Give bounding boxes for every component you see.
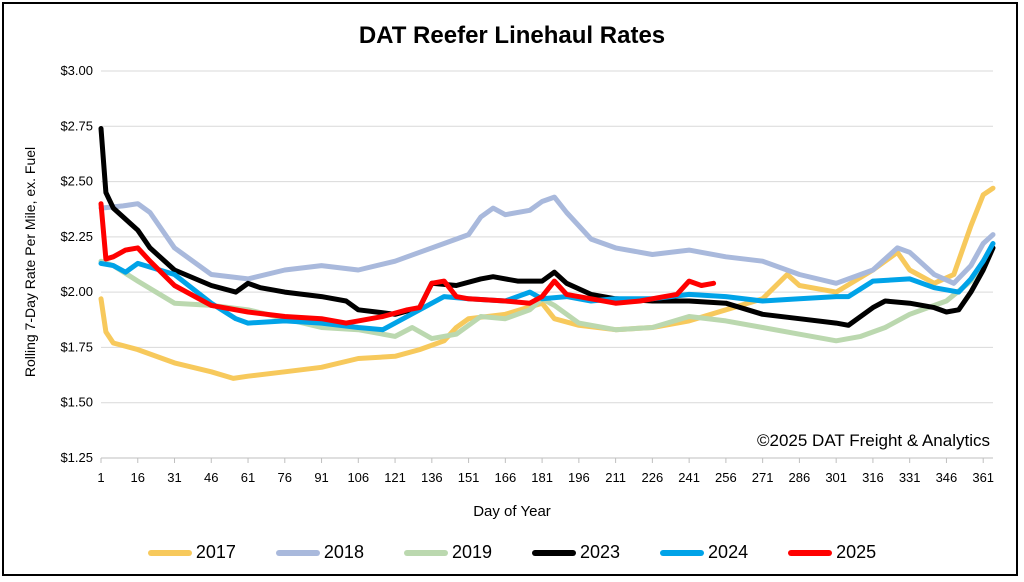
legend-item-2018: 2018: [275, 542, 364, 563]
legend-label: 2017: [195, 542, 236, 562]
series-line-2018: [98, 194, 996, 286]
copyright-annotation: ©2025 DAT Freight & Analytics: [756, 431, 990, 450]
x-tick-label: 301: [825, 470, 847, 485]
x-axis-label: Day of Year: [473, 503, 551, 520]
x-tick-label: 361: [972, 470, 994, 485]
x-tick-label: 256: [715, 470, 737, 485]
legend-swatch: [147, 549, 192, 556]
x-tick-label: 136: [421, 470, 443, 485]
legend-swatch: [275, 549, 320, 556]
legend-item-2024: 2024: [660, 542, 748, 563]
legend-item-2023: 2023: [532, 542, 620, 563]
x-tick-label: 31: [167, 470, 181, 485]
x-tick-label: 76: [278, 470, 292, 485]
legend: 2017 2018 2019 2023 2024 2025: [0, 542, 1024, 563]
x-tick-label: 1: [97, 470, 104, 485]
x-tick-label: 346: [936, 470, 958, 485]
series-line-2023: [98, 126, 996, 328]
chart-title: DAT Reefer Linehaul Rates: [358, 22, 666, 49]
x-tick-label: 121: [384, 470, 406, 485]
x-tick-label: 16: [131, 470, 145, 485]
series-line-2024: [98, 241, 996, 333]
x-tick-label: 271: [752, 470, 774, 485]
x-tick-label: 61: [241, 470, 255, 485]
x-tick-label: 211: [605, 470, 626, 485]
x-tick-label: 241: [678, 470, 700, 485]
y-tick-label: $1.50: [60, 395, 93, 410]
y-tick-label: $2.25: [60, 229, 93, 244]
y-tick-label: $1.75: [60, 339, 93, 354]
x-tick-label: 151: [458, 470, 480, 485]
x-tick-label: 226: [642, 470, 664, 485]
legend-item-2025: 2025: [788, 542, 876, 563]
y-tick-label: $1.25: [60, 450, 93, 465]
x-tick-label: 181: [531, 470, 553, 485]
legend-label: 2025: [836, 542, 877, 562]
legend-swatch: [403, 549, 448, 556]
chart-frame: [2, 2, 1018, 576]
x-tick-label: 196: [568, 470, 590, 485]
x-tick-label: 316: [862, 470, 884, 485]
legend-swatch: [660, 549, 705, 556]
x-tick-label: 331: [899, 470, 921, 485]
x-tick-label: 286: [789, 470, 811, 485]
legend-label: 2024: [708, 542, 749, 562]
series-line-2017: [98, 185, 996, 381]
y-tick-label: $2.00: [60, 284, 93, 299]
y-tick-label: $3.00: [60, 63, 93, 78]
legend-item-2017: 2017: [147, 542, 236, 563]
legend-label: 2019: [451, 542, 492, 562]
x-tick-label: 91: [314, 470, 328, 485]
legend-label: 2018: [323, 542, 364, 562]
y-tick-label: $2.75: [60, 118, 93, 133]
legend-item-2019: 2019: [403, 542, 492, 563]
x-tick-label: 166: [494, 470, 516, 485]
legend-label: 2023: [580, 542, 621, 562]
series-line-2025: [98, 201, 717, 326]
y-tick-label: $2.50: [60, 174, 93, 189]
legend-swatch: [532, 549, 576, 556]
x-tick-label: 106: [347, 470, 369, 485]
legend-swatch: [788, 549, 833, 556]
x-tick-label: 46: [204, 470, 218, 485]
